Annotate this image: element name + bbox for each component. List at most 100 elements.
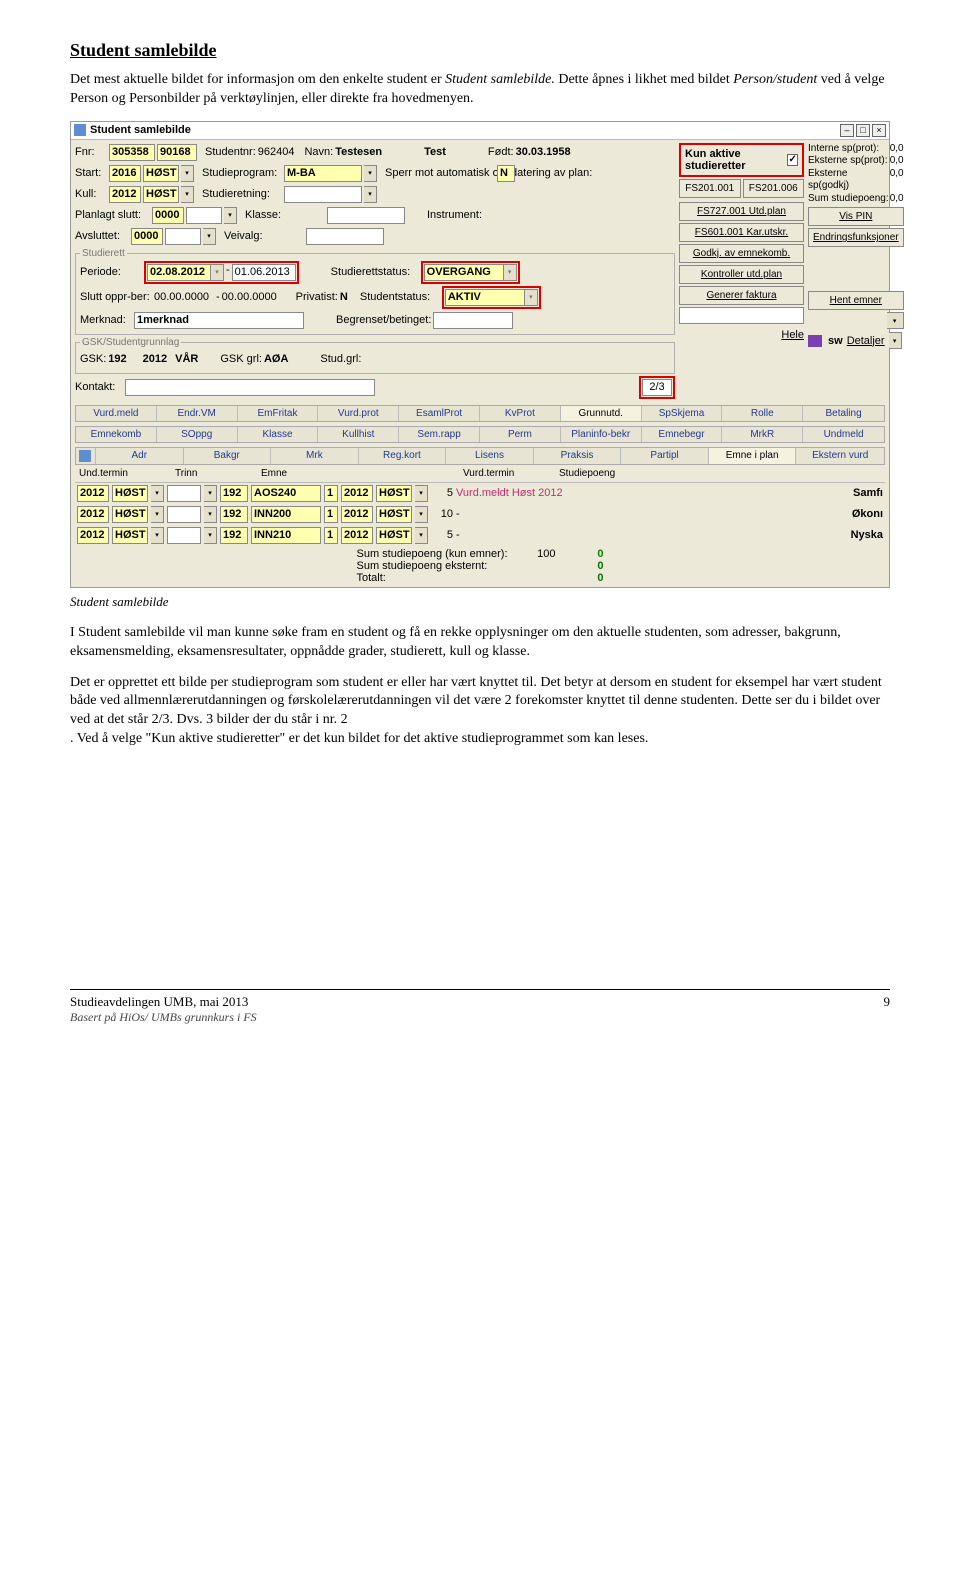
sum2-label: Sum studiepoeng eksternt: bbox=[356, 560, 507, 572]
kull-sem[interactable]: HØST bbox=[143, 186, 179, 203]
studentstatus-dd[interactable]: ▾ bbox=[525, 289, 538, 306]
start-year[interactable]: 2016 bbox=[109, 165, 141, 182]
avsluttet-sem[interactable] bbox=[165, 228, 201, 245]
tab-icon[interactable] bbox=[76, 448, 96, 464]
studentstatus-redbox: AKTIV▾ bbox=[442, 286, 541, 309]
godkj-button[interactable]: Godkj. av emnekomb. bbox=[679, 244, 804, 263]
tab-praksis[interactable]: Praksis bbox=[534, 448, 622, 464]
vispin-button[interactable]: Vis PIN bbox=[808, 207, 904, 226]
tab-soppg[interactable]: SOppg bbox=[157, 427, 238, 442]
tab-planinfo-bekr[interactable]: Planinfo-bekr bbox=[561, 427, 642, 442]
tab-undmeld[interactable]: Undmeld bbox=[803, 427, 884, 442]
privatist-value: N bbox=[340, 291, 352, 303]
tab-kvprot[interactable]: KvProt bbox=[480, 406, 561, 421]
minimize-button[interactable]: – bbox=[840, 124, 854, 137]
tab-vurd-meld[interactable]: Vurd.meld bbox=[76, 406, 157, 421]
kull-year[interactable]: 2012 bbox=[109, 186, 141, 203]
hent-button[interactable]: Hent emner bbox=[808, 291, 904, 310]
figure-caption: Student samlebilde bbox=[70, 594, 890, 610]
tab-adr[interactable]: Adr bbox=[96, 448, 184, 464]
avsluttet-dd[interactable]: ▾ bbox=[203, 228, 216, 245]
periode-a-dd[interactable]: ▾ bbox=[211, 264, 224, 281]
sum2-val: 0 bbox=[574, 560, 604, 572]
studieretning-dd[interactable]: ▾ bbox=[364, 186, 377, 203]
fs201a-button[interactable]: FS201.001 bbox=[679, 179, 741, 198]
tab-emne-i-plan[interactable]: Emne i plan bbox=[709, 448, 797, 464]
planlagt-slutt-dd[interactable]: ▾ bbox=[224, 207, 237, 224]
periode-b[interactable]: 01.06.2013 bbox=[232, 264, 296, 281]
grid-row[interactable]: 2012HØST▾▾192INN20012012HØST▾10-Økonı bbox=[75, 504, 885, 525]
tab-mrkr[interactable]: MrkR bbox=[722, 427, 803, 442]
tab-betaling[interactable]: Betaling bbox=[803, 406, 884, 421]
fs727-button[interactable]: FS727.001 Utd.plan bbox=[679, 202, 804, 221]
studentstatus-field[interactable]: AKTIV bbox=[445, 289, 525, 306]
planlagt-slutt-field[interactable]: 0000 bbox=[152, 207, 184, 224]
tab-emnekomb[interactable]: Emnekomb bbox=[76, 427, 157, 442]
tab-vurd-prot[interactable]: Vurd.prot bbox=[318, 406, 399, 421]
tab-reg-kort[interactable]: Reg.kort bbox=[359, 448, 447, 464]
body-paragraph-2: Det er opprettet ett bilde per studiepro… bbox=[70, 674, 890, 750]
kull-sem-dd[interactable]: ▾ bbox=[181, 186, 194, 203]
right-blank-field[interactable] bbox=[679, 307, 804, 324]
tab-lisens[interactable]: Lisens bbox=[446, 448, 534, 464]
grid-row[interactable]: 2012HØST▾▾192INN21012012HØST▾5-Nyska bbox=[75, 525, 885, 546]
studieprogram-field[interactable]: M-BA bbox=[284, 165, 362, 182]
generer-button[interactable]: Generer faktura bbox=[679, 286, 804, 305]
window-icon bbox=[74, 124, 86, 136]
tab-emfritak[interactable]: EmFritak bbox=[238, 406, 319, 421]
close-button[interactable]: × bbox=[872, 124, 886, 137]
sum-area: Sum studiepoeng (kun emner): Sum studiep… bbox=[75, 548, 885, 584]
sum1-label: Sum studiepoeng (kun emner): bbox=[356, 548, 507, 560]
periode-a[interactable]: 02.08.2012 bbox=[147, 264, 211, 281]
kunaktive-checkbox[interactable]: ✓ bbox=[787, 154, 798, 166]
studieprogram-label: Studieprogram: bbox=[202, 167, 282, 179]
right-dd[interactable]: ▾ bbox=[887, 312, 904, 329]
fnr-field-1[interactable]: 305358 bbox=[109, 144, 155, 161]
tab-klasse[interactable]: Klasse bbox=[238, 427, 319, 442]
klasse-field[interactable] bbox=[327, 207, 405, 224]
start-sem[interactable]: HØST bbox=[143, 165, 179, 182]
studierettstatus-dd[interactable]: ▾ bbox=[504, 264, 517, 281]
tab-mrk[interactable]: Mrk bbox=[271, 448, 359, 464]
start-sem-dd[interactable]: ▾ bbox=[181, 165, 194, 182]
studierettstatus-field[interactable]: OVERGANG bbox=[424, 264, 504, 281]
sperr-field[interactable]: N bbox=[497, 165, 515, 182]
gsk-group: GSK/Studentgrunnlag GSK: 192 2012 VÅR GS… bbox=[75, 337, 675, 374]
tab-spskjema[interactable]: SpSkjema bbox=[642, 406, 723, 421]
tab-kullhist[interactable]: Kullhist bbox=[318, 427, 399, 442]
grid-row[interactable]: 2012HØST▾▾192AOS24012012HØST▾5Vurd.meldt… bbox=[75, 483, 885, 504]
intro-paragraph: Det mest aktuelle bildet for informasjon… bbox=[70, 71, 890, 109]
fs601-button[interactable]: FS601.001 Kar.utskr. bbox=[679, 223, 804, 242]
sp-table: Interne sp(prot):0,0 Eksterne sp(prot):0… bbox=[808, 143, 904, 206]
fnr-label: Fnr: bbox=[75, 146, 107, 158]
tab-partipl[interactable]: Partipl bbox=[621, 448, 709, 464]
tab-sem-rapp[interactable]: Sem.rapp bbox=[399, 427, 480, 442]
tab-endr-vm[interactable]: Endr.VM bbox=[157, 406, 238, 421]
maximize-button[interactable]: □ bbox=[856, 124, 870, 137]
record-counter: 2/3 bbox=[642, 379, 672, 396]
tab-emnebegr[interactable]: Emnebegr bbox=[642, 427, 723, 442]
endr-button[interactable]: Endringsfunksjoner bbox=[808, 228, 904, 247]
avsluttet-field[interactable]: 0000 bbox=[131, 228, 163, 245]
sp-r4-label: Sum studiepoeng: bbox=[808, 193, 889, 206]
studieretning-field[interactable] bbox=[284, 186, 362, 203]
tab-esamlprot[interactable]: EsamlProt bbox=[399, 406, 480, 421]
veivalg-field[interactable] bbox=[306, 228, 384, 245]
tab-perm[interactable]: Perm bbox=[480, 427, 561, 442]
begrenset-field[interactable] bbox=[433, 312, 513, 329]
fs201b-button[interactable]: FS201.006 bbox=[743, 179, 805, 198]
merknad-field[interactable]: 1merknad bbox=[134, 312, 304, 329]
slutt-oppr-label: Slutt oppr-ber: bbox=[80, 291, 152, 303]
detaljer-link[interactable]: Detaljer bbox=[847, 335, 885, 347]
tab-ekstern-vurd[interactable]: Ekstern vurd bbox=[796, 448, 884, 464]
kontroller-button[interactable]: Kontroller utd.plan bbox=[679, 265, 804, 284]
tab-grunnutd-[interactable]: Grunnutd. bbox=[561, 406, 642, 421]
tab-rolle[interactable]: Rolle bbox=[722, 406, 803, 421]
hele-link[interactable]: Hele bbox=[781, 329, 804, 341]
detaljer-dd[interactable]: ▾ bbox=[889, 332, 902, 349]
tab-bakgr[interactable]: Bakgr bbox=[184, 448, 272, 464]
studieprogram-dd[interactable]: ▾ bbox=[364, 165, 377, 182]
kontakt-field[interactable] bbox=[125, 379, 375, 396]
planlagt-slutt-sem[interactable] bbox=[186, 207, 222, 224]
fnr-field-2[interactable]: 90168 bbox=[157, 144, 197, 161]
